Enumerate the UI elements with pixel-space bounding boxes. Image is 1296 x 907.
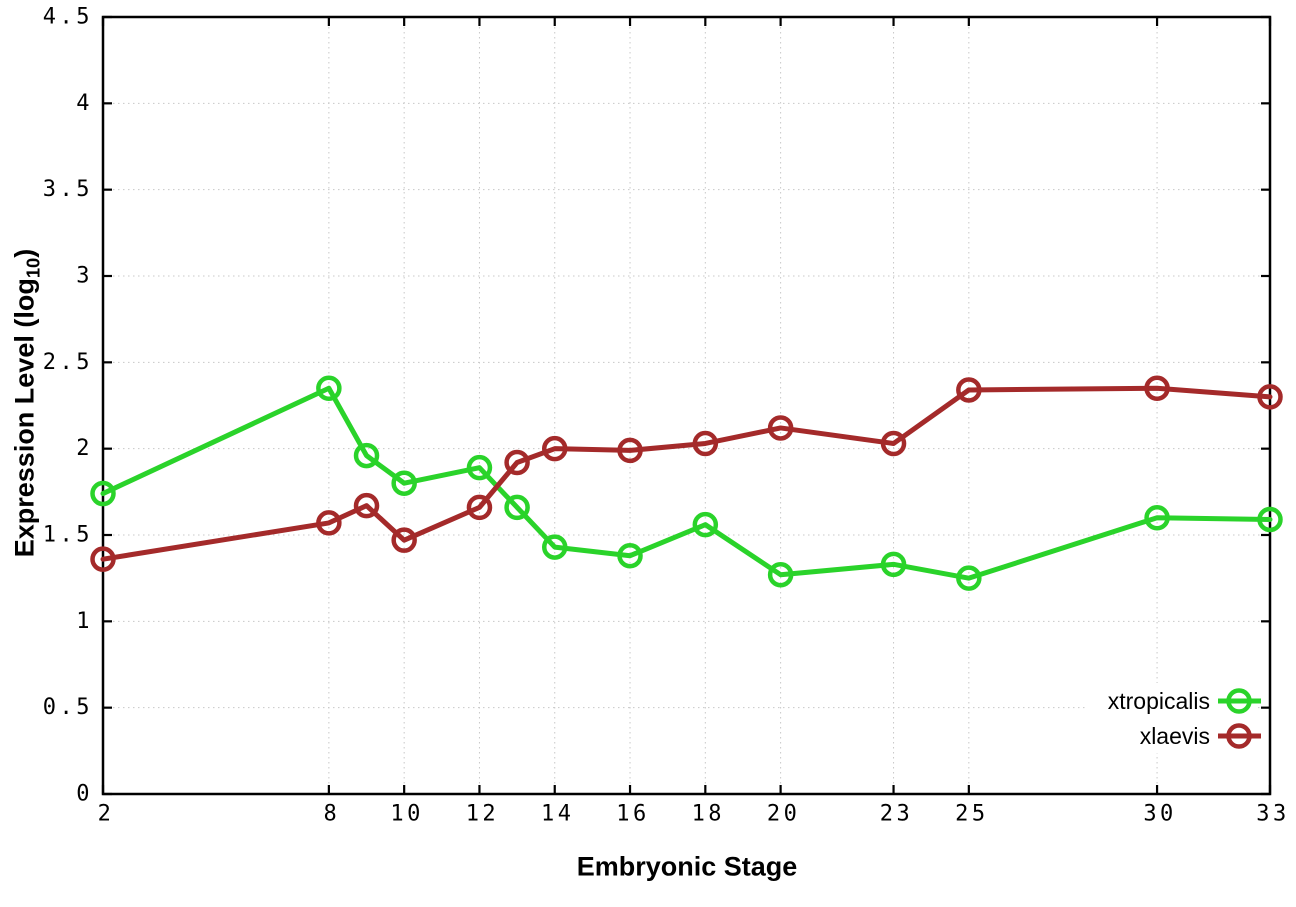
legend-sample-marker-xtropicalis [1226,688,1252,714]
y-axis-title-text: Expression Level (log [9,278,40,558]
data-point-xtropicalis [692,511,719,538]
series-line-xtropicalis [100,385,1273,581]
x-tick-label: 12 [466,802,500,827]
x-tick-label: 33 [1256,802,1290,827]
data-point-xtropicalis [956,565,982,591]
data-point-xlaevis [767,415,794,441]
data-point-xtropicalis [353,442,380,469]
data-point-xlaevis [880,430,907,457]
y-tick-label: 1 [76,609,93,634]
y-tick-label: 3 [76,264,93,289]
data-point-xtropicalis [391,470,417,496]
data-point-xtropicalis [504,494,530,521]
data-point-xtropicalis [1144,504,1170,531]
data-point-xlaevis [90,546,116,572]
data-point-xlaevis [353,492,380,519]
legend-label-xtropicalis: xtropicalis [1108,688,1210,714]
data-point-xlaevis [1144,375,1170,401]
data-point-xtropicalis [1257,506,1283,533]
legend-sample-marker-xlaevis [1226,723,1252,749]
data-point-xtropicalis [541,534,568,560]
y-tick-label: 1.5 [43,523,93,548]
x-tick-label: 18 [692,802,726,827]
data-point-xlaevis [541,435,568,462]
data-point-xlaevis [466,494,493,521]
y-tick-label: 4.5 [43,5,93,30]
x-axis-title: Embryonic Stage [576,851,798,882]
data-point-xlaevis [692,430,719,457]
data-point-xlaevis [391,527,417,553]
y-axis-title-suffix: ) [9,248,40,258]
x-tick-label: 20 [767,802,801,827]
y-axis-title: Expression Level (log10) [9,249,44,558]
x-tick-label: 16 [616,802,650,827]
x-tick-label: 2 [98,802,115,827]
y-tick-label: 3.5 [43,177,93,202]
x-tick-label: 23 [880,802,914,827]
data-point-xtropicalis [767,561,794,588]
legend-label-xlaevis: xlaevis [1140,723,1210,749]
data-point-xlaevis [617,437,643,464]
data-point-xlaevis [956,377,982,403]
y-tick-label: 2.5 [43,350,93,375]
data-point-xlaevis [1257,384,1283,410]
data-point-xtropicalis [880,551,907,578]
y-tick-label: 2 [76,436,93,461]
y-tick-label: 4 [76,91,93,116]
x-tick-label: 30 [1143,802,1177,827]
data-point-xlaevis [504,449,530,476]
data-point-xtropicalis [617,542,643,569]
data-point-xtropicalis [316,375,342,401]
y-tick-label: 0.5 [43,695,93,720]
y-axis-title-subscript: 10 [22,257,44,279]
plot-border [101,15,1272,796]
data-point-xtropicalis [90,480,116,507]
x-tick-label: 10 [390,802,424,827]
x-tick-label: 8 [323,802,340,827]
y-tick-label: 0 [76,782,93,807]
data-point-xtropicalis [466,454,493,481]
x-tick-label: 14 [541,802,575,827]
data-point-xlaevis [316,510,342,536]
x-tick-label: 25 [955,802,989,827]
